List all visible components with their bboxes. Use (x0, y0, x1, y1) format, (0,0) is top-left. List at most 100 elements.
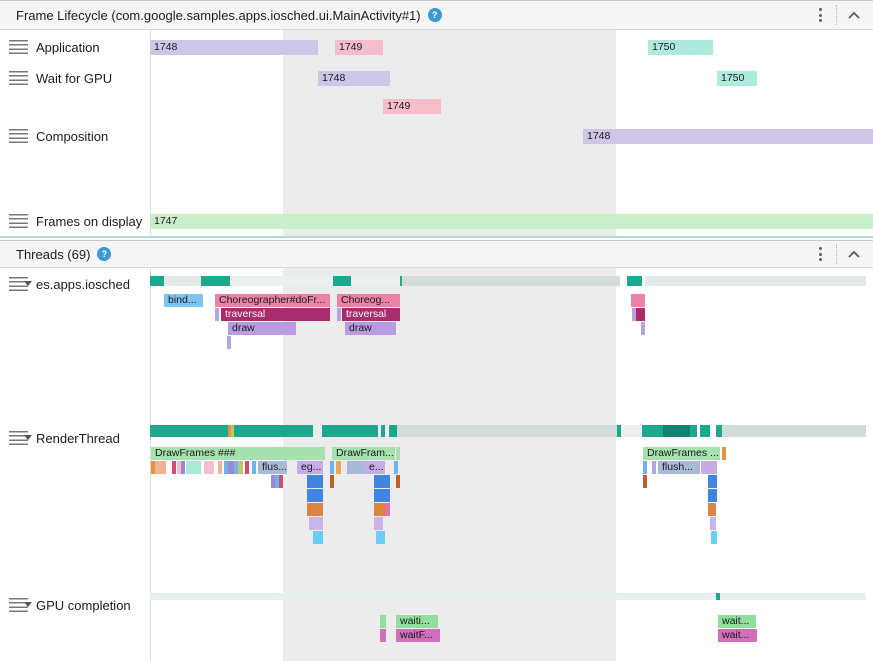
drag-handle-icon[interactable] (9, 71, 28, 85)
trace-event-sliver[interactable] (722, 447, 726, 460)
drag-handle-icon[interactable] (9, 40, 28, 54)
trace-event-sliver[interactable] (307, 475, 323, 488)
trace-event-sliver[interactable] (380, 615, 386, 628)
trace-event-sliver[interactable] (643, 475, 647, 488)
trace-event-bar[interactable]: waiti... (396, 615, 438, 628)
collapse-arrow-icon[interactable] (24, 602, 32, 607)
trace-event-sliver[interactable] (330, 461, 334, 474)
trace-event-sliver[interactable] (631, 294, 645, 307)
trace-event-sliver[interactable] (252, 461, 256, 474)
trace-event-sliver[interactable] (385, 503, 390, 516)
trace-event-sliver[interactable] (347, 461, 365, 474)
trace-event-sliver[interactable] (330, 475, 334, 488)
lifecycle-frame-bar[interactable]: 1750 (717, 71, 757, 86)
collapse-arrow-icon[interactable] (24, 281, 32, 286)
thread-state-segment (351, 276, 400, 286)
trace-event-sliver[interactable] (238, 461, 243, 474)
trace-event-bar[interactable]: eg... (297, 461, 323, 474)
help-icon[interactable]: ? (427, 8, 442, 22)
trace-event-sliver[interactable] (376, 531, 385, 544)
lifecycle-frame-bar[interactable]: 1749 (335, 40, 383, 55)
thread-state-segment (381, 425, 385, 437)
trace-event-sliver[interactable] (186, 461, 201, 474)
trace-event-sliver[interactable] (641, 322, 645, 335)
trace-event-bar[interactable]: e... (365, 461, 385, 474)
trace-event-sliver[interactable] (181, 461, 185, 474)
trace-event-sliver[interactable] (337, 308, 341, 321)
trace-event-sliver[interactable] (313, 531, 323, 544)
trace-event-sliver[interactable] (374, 503, 385, 516)
trace-event-sliver[interactable] (151, 461, 155, 474)
help-icon[interactable]: ? (97, 247, 112, 261)
lifecycle-frame-bar[interactable]: 1748 (583, 129, 873, 144)
trace-event-sliver[interactable] (227, 336, 231, 349)
more-options-icon[interactable] (815, 244, 826, 264)
trace-event-sliver[interactable] (632, 308, 636, 321)
collapse-section-icon[interactable] (847, 250, 861, 259)
trace-event-sliver[interactable] (701, 461, 717, 474)
trace-event-sliver[interactable] (177, 461, 181, 474)
lifecycle-frame-bar[interactable]: 1748 (318, 71, 390, 86)
trace-event-sliver[interactable] (643, 461, 647, 474)
trace-event-sliver[interactable] (155, 461, 166, 474)
trace-event-sliver[interactable] (228, 461, 232, 474)
trace-event-bar[interactable]: traversal (221, 308, 330, 321)
trace-event-sliver[interactable] (234, 461, 238, 474)
trace-event-sliver[interactable] (652, 461, 656, 474)
trace-event-sliver[interactable] (708, 489, 717, 502)
trace-event-sliver[interactable] (172, 461, 176, 474)
trace-event-sliver[interactable] (231, 461, 235, 474)
trace-event-bar[interactable]: wait... (718, 615, 756, 628)
drag-handle-icon[interactable] (9, 277, 28, 291)
trace-event-sliver[interactable] (374, 517, 383, 530)
trace-event-sliver[interactable] (307, 503, 323, 516)
collapse-arrow-icon[interactable] (24, 435, 32, 440)
trace-event-sliver[interactable] (394, 461, 398, 474)
trace-event-sliver[interactable] (396, 447, 400, 460)
trace-event-sliver[interactable] (245, 461, 249, 474)
trace-event-sliver[interactable] (307, 489, 323, 502)
trace-event-sliver[interactable] (279, 475, 283, 488)
trace-event-sliver[interactable] (215, 308, 219, 321)
trace-event-sliver[interactable] (396, 475, 400, 488)
drag-handle-icon[interactable] (9, 598, 28, 612)
drag-handle-icon[interactable] (9, 431, 28, 445)
trace-event-bar[interactable]: waitF... (396, 629, 440, 642)
trace-event-sliver[interactable] (711, 531, 717, 544)
trace-event-bar[interactable]: traversal (342, 308, 400, 321)
trace-event-bar[interactable]: wait... (718, 629, 757, 642)
trace-event-bar[interactable]: bind... (164, 294, 203, 307)
trace-event-bar[interactable]: flush... (658, 461, 700, 474)
drag-handle-icon[interactable] (9, 129, 28, 143)
trace-event-bar[interactable]: Choreog... (337, 294, 400, 307)
trace-event-sliver[interactable] (636, 308, 645, 321)
trace-event-sliver[interactable] (204, 461, 214, 474)
trace-event-sliver[interactable] (218, 461, 222, 474)
trace-event-sliver[interactable] (224, 461, 228, 474)
trace-event-bar[interactable]: draw (228, 322, 296, 335)
lifecycle-frame-bar[interactable]: 1750 (648, 40, 713, 55)
collapse-section-icon[interactable] (847, 11, 861, 20)
lifecycle-frame-bar[interactable]: 1747 (150, 214, 873, 229)
trace-event-bar[interactable]: draw (345, 322, 396, 335)
trace-event-sliver[interactable] (374, 475, 390, 488)
lifecycle-frame-bar[interactable]: 1748 (150, 40, 318, 55)
trace-event-sliver[interactable] (380, 629, 386, 642)
more-options-icon[interactable] (815, 5, 826, 25)
trace-event-sliver[interactable] (374, 489, 390, 502)
frame-lifecycle-tracks: Application Wait for GPU Composition Fra… (0, 30, 873, 238)
trace-event-sliver[interactable] (309, 517, 323, 530)
trace-event-bar[interactable]: Choreographer#doFr... (215, 294, 330, 307)
trace-event-sliver[interactable] (336, 461, 341, 474)
lifecycle-frame-bar[interactable]: 1749 (383, 99, 441, 114)
trace-event-bar[interactable]: DrawFrames ### (151, 447, 325, 460)
trace-event-sliver[interactable] (271, 475, 275, 488)
trace-event-bar[interactable]: DrawFram... (332, 447, 395, 460)
trace-event-bar[interactable]: DrawFrames ... (643, 447, 720, 460)
drag-handle-icon[interactable] (9, 214, 28, 228)
trace-event-sliver[interactable] (710, 517, 716, 530)
trace-event-sliver[interactable] (275, 475, 279, 488)
trace-event-sliver[interactable] (708, 475, 717, 488)
trace-event-bar[interactable]: flus... (258, 461, 287, 474)
trace-event-sliver[interactable] (708, 503, 716, 516)
